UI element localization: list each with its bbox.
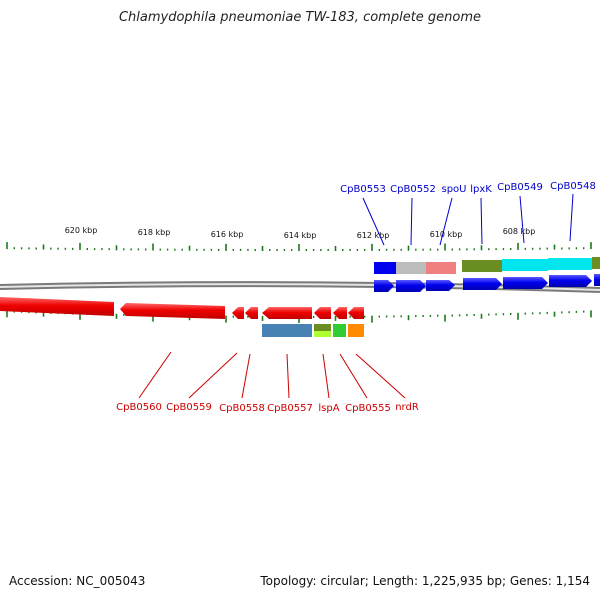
gene-arrow-prev[interactable] <box>0 297 114 316</box>
scale-label-614: 614 kbp <box>284 231 317 240</box>
gene-arrow-CpB0555[interactable] <box>333 307 347 319</box>
cog-box <box>314 331 331 337</box>
gene-label-CpB0560[interactable]: CpB0560 <box>116 402 162 413</box>
accession-text: Accession: NC_005043 <box>9 574 146 588</box>
gene-label-CpB0555[interactable]: CpB0555 <box>345 403 391 414</box>
gene-label-spoU[interactable]: spoU <box>442 184 467 195</box>
scale-labels: 620 kbp 618 kbp 616 kbp 614 kbp 612 kbp … <box>65 226 536 240</box>
gene-label-CpB0557[interactable]: CpB0557 <box>267 403 313 414</box>
gene-label-CpB0553[interactable]: CpB0553 <box>340 184 386 195</box>
cog-box <box>333 324 346 337</box>
map-title: Chlamydophila pneumoniae TW-183, complet… <box>118 10 482 25</box>
gene-arrow-lpxK[interactable] <box>463 278 502 290</box>
gene-label-CpB0559[interactable]: CpB0559 <box>166 402 212 413</box>
gene-label-CpB0558[interactable]: CpB0558 <box>219 403 265 414</box>
gene-arrow-CpB0558[interactable] <box>245 307 258 319</box>
cog-box <box>548 258 592 270</box>
cog-box <box>592 257 600 269</box>
gene-arrow-spoU[interactable] <box>426 280 455 291</box>
gene-arrow-nrdR[interactable] <box>348 307 364 319</box>
leader-line <box>241 353 251 399</box>
gene-arrow-CpB0557[interactable] <box>262 307 312 319</box>
genome-summary-text: Topology: circular; Length: 1,225,935 bp… <box>260 574 590 588</box>
cog-box <box>396 262 426 274</box>
scale-label-620: 620 kbp <box>65 226 98 235</box>
gene-label-lpxK[interactable]: lpxK <box>470 184 492 195</box>
cog-box <box>462 260 502 272</box>
cog-box <box>348 324 364 337</box>
leader-line <box>569 193 574 242</box>
scale-label-612: 612 kbp <box>357 231 390 240</box>
cog-row-reverse <box>262 324 364 337</box>
leader-line <box>519 195 525 244</box>
tick-row-top <box>6 242 592 251</box>
leader-line <box>355 353 406 399</box>
cog-box <box>314 324 331 331</box>
gene-arrow-lspA[interactable] <box>314 307 331 319</box>
leader-line <box>362 197 385 246</box>
gene-label-lspA[interactable]: lspA <box>318 403 339 414</box>
cog-box <box>502 259 548 271</box>
gene-arrow-next[interactable] <box>594 274 600 286</box>
forward-leader-lines <box>362 193 574 246</box>
forward-strand-genes <box>374 274 600 292</box>
leader-line <box>286 353 290 399</box>
gene-label-nrdR[interactable]: nrdR <box>395 402 419 413</box>
gene-label-CpB0552[interactable]: CpB0552 <box>390 184 436 195</box>
leader-line <box>410 197 413 246</box>
leader-line <box>439 197 453 246</box>
scale-label-616: 616 kbp <box>211 230 244 239</box>
cog-box <box>374 262 396 274</box>
gene-arrow-CpB0559[interactable] <box>232 307 244 319</box>
leader-line <box>188 352 238 399</box>
cog-box <box>426 262 456 274</box>
scale-label-608: 608 kbp <box>503 227 536 236</box>
scale-label-618: 618 kbp <box>138 228 171 237</box>
leader-line <box>339 353 368 399</box>
gene-arrow-CpB0552[interactable] <box>396 280 426 292</box>
gene-arrow-CpB0553[interactable] <box>374 280 394 292</box>
gene-label-CpB0548[interactable]: CpB0548 <box>550 181 596 192</box>
reverse-strand-genes <box>0 297 364 319</box>
leader-line <box>322 353 330 399</box>
leader-line <box>480 197 483 245</box>
gene-arrow-CpB0549[interactable] <box>503 277 548 289</box>
gene-label-CpB0549[interactable]: CpB0549 <box>497 182 543 193</box>
gene-arrow-CpB0548[interactable] <box>549 275 592 287</box>
cog-row-forward <box>374 257 600 274</box>
reverse-leader-lines <box>138 351 406 399</box>
forward-gene-labels: CpB0553 CpB0552 spoU lpxK CpB0549 CpB054… <box>340 181 596 195</box>
scale-label-610: 610 kbp <box>430 230 463 239</box>
cog-box <box>262 324 312 337</box>
leader-line <box>138 351 172 399</box>
reverse-gene-labels: CpB0560 CpB0559 CpB0558 CpB0557 lspA CpB… <box>116 402 419 414</box>
gene-arrow-CpB0560[interactable] <box>120 303 225 319</box>
